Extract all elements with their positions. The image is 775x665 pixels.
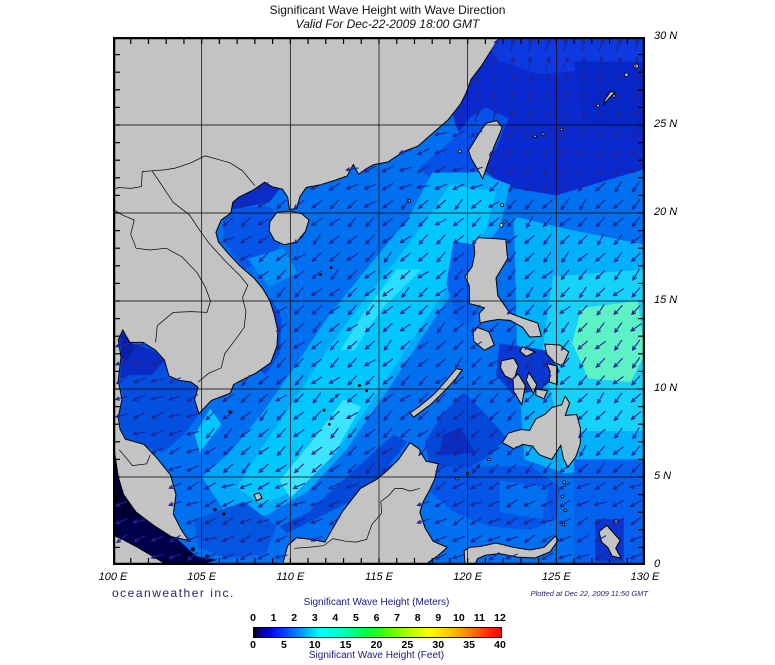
feet-tick-label: 25 — [401, 639, 414, 651]
lon-tick-label: 130 E — [630, 571, 660, 583]
meters-tick-label: 2 — [291, 612, 298, 624]
lon-tick-label: 125 E — [541, 571, 571, 583]
lat-tick-label: 25 N — [654, 118, 678, 130]
lat-tick-label: 0 — [654, 558, 661, 570]
meters-tick-label: 4 — [332, 612, 339, 624]
feet-tick-label: 5 — [280, 639, 287, 651]
map-canvas — [113, 37, 645, 565]
lat-tick-label: 10 N — [654, 382, 678, 394]
meters-tick-label: 3 — [311, 612, 318, 624]
lat-tick-label: 5 N — [654, 470, 672, 482]
lon-tick-label: 120 E — [453, 571, 483, 583]
lat-tick-label: 30 N — [654, 30, 678, 42]
feet-tick-label: 40 — [494, 639, 506, 651]
meters-tick-label: 11 — [473, 612, 485, 624]
branding-logo-text: oceanweather inc. — [112, 586, 235, 600]
chart-title: Significant Wave Height with Wave Direct… — [269, 3, 506, 17]
feet-tick-label: 30 — [432, 639, 445, 651]
meters-tick-label: 5 — [352, 612, 359, 624]
meters-tick-label: 8 — [414, 612, 421, 624]
lon-tick-label: 110 E — [276, 571, 305, 583]
lat-tick-label: 15 N — [654, 294, 678, 306]
meters-tick-label: 1 — [270, 612, 277, 624]
meters-tick-label: 9 — [435, 612, 442, 624]
legend-meters-label: Significant Wave Height (Meters) — [303, 597, 450, 608]
feet-tick-label: 20 — [370, 639, 383, 651]
legend-feet-label: Significant Wave Height (Feet) — [308, 650, 445, 661]
feet-tick-label: 10 — [308, 639, 321, 651]
feet-tick-label: 15 — [339, 639, 352, 651]
meters-tick-label: 12 — [494, 612, 506, 624]
plot-timestamp: Plotted at Dec 22, 2009 11:50 GMT — [530, 589, 648, 598]
chart-subtitle: Valid For Dec-22-2009 18:00 GMT — [295, 17, 480, 31]
colorbar — [253, 627, 502, 638]
feet-tick-label: 0 — [250, 639, 256, 651]
meters-tick-label: 10 — [452, 612, 465, 624]
lon-tick-label: 100 E — [98, 571, 128, 583]
meters-tick-label: 6 — [373, 612, 380, 624]
lon-tick-label: 105 E — [187, 571, 217, 583]
lon-tick-label: 115 E — [365, 571, 393, 583]
wave-map — [113, 37, 645, 565]
feet-tick-label: 35 — [463, 639, 475, 651]
meters-tick-label: 7 — [394, 612, 400, 624]
lat-tick-label: 20 N — [654, 206, 678, 218]
meters-tick-label: 0 — [250, 612, 256, 624]
